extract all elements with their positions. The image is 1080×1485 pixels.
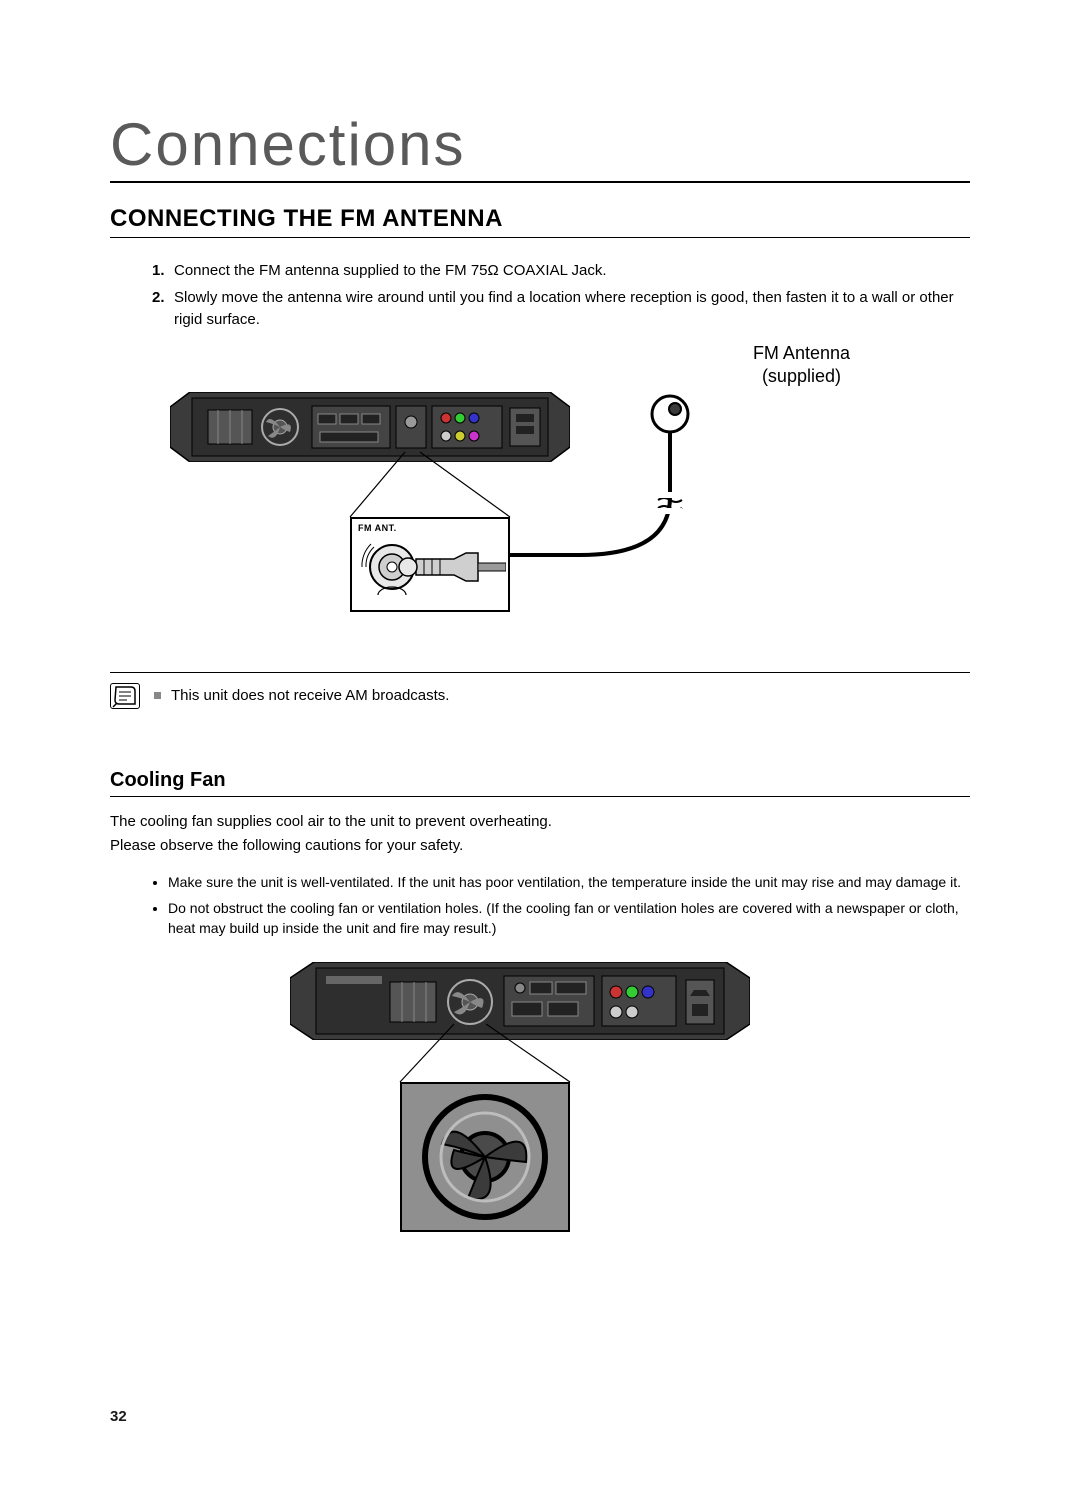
fan-bullet-2: Do not obstruct the cooling fan or venti… (168, 898, 970, 939)
fm-jack-detail-icon (358, 533, 506, 605)
step-num: 2. (152, 287, 174, 332)
figure-fm-antenna: FM Antenna (supplied) (110, 342, 970, 652)
antenna-label: FM Antenna (supplied) (753, 342, 850, 389)
fan-detail-icon (402, 1084, 568, 1230)
fan-intro-2: Please observe the following cautions fo… (110, 835, 970, 858)
step-text: Slowly move the antenna wire around unti… (174, 287, 970, 332)
fan-bullet-1: Make sure the unit is well-ventilated. I… (168, 872, 970, 892)
antenna-label-line1: FM Antenna (753, 343, 850, 363)
page-number: 32 (110, 1408, 127, 1425)
step-num: 1. (152, 260, 174, 283)
device-rear-panel-icon (170, 392, 570, 462)
fm-steps: 1. Connect the FM antenna supplied to th… (152, 260, 970, 332)
fm-jack-callout-label: FM ANT. (358, 523, 502, 533)
chapter-title: Connections (110, 110, 970, 183)
note-text: This unit does not receive AM broadcasts… (171, 687, 449, 704)
figure-cooling-fan (110, 954, 970, 1234)
section-heading-fan: Cooling Fan (110, 769, 970, 797)
fan-cautions: Make sure the unit is well-ventilated. I… (128, 872, 970, 939)
step-1: 1. Connect the FM antenna supplied to th… (152, 260, 970, 283)
step-2: 2. Slowly move the antenna wire around u… (152, 287, 970, 332)
fm-jack-callout: FM ANT. (350, 517, 510, 612)
step-text: Connect the FM antenna supplied to the F… (174, 260, 970, 283)
fan-intro-1: The cooling fan supplies cool air to the… (110, 811, 970, 834)
bullet-icon (154, 692, 161, 699)
section-heading-fm: CONNECTING THE FM ANTENNA (110, 205, 970, 238)
note-row: This unit does not receive AM broadcasts… (110, 672, 970, 709)
note-icon (110, 683, 140, 709)
fan-detail-callout (400, 1082, 570, 1232)
antenna-label-line2: (supplied) (762, 366, 841, 386)
device-rear-panel-icon (290, 962, 750, 1040)
